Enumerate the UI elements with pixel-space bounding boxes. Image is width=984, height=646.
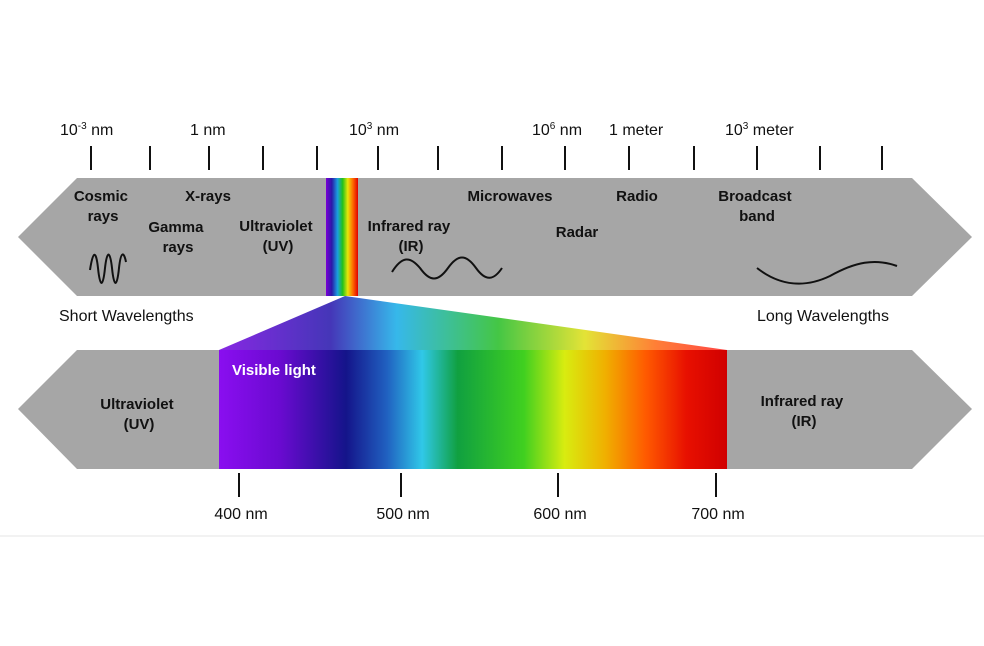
scale-label-1e6-nm: 106 nm [532, 121, 582, 139]
top-scale-labels: 10-3 nm 1 nm 103 nm 106 nm 1 meter 103 m… [60, 121, 794, 139]
visible-strip [326, 178, 358, 296]
long-wavelengths-label: Long Wavelengths [757, 308, 889, 325]
scale-label-500-nm: 500 nm [376, 506, 429, 523]
visible-light-band [219, 350, 727, 469]
scale-label-600-nm: 600 nm [533, 506, 586, 523]
short-wavelengths-label: Short Wavelengths [59, 308, 194, 325]
scale-label-400-nm: 400 nm [214, 506, 267, 523]
region-ultraviolet: Ultraviolet (UV) [239, 218, 317, 255]
scale-label-1e3-nm: 103 nm [349, 121, 399, 139]
region-broadcast-band: Broadcast band [718, 188, 796, 225]
region-infrared: Infrared ray (IR) [368, 218, 455, 255]
scale-label-1-nm: 1 nm [190, 122, 226, 139]
top-spectrum-band [18, 178, 972, 296]
region-cosmic-rays: Cosmic rays [74, 188, 132, 225]
scale-label-700-nm: 700 nm [691, 506, 744, 523]
top-band-labels: Cosmic rays X-rays Gamma rays Ultraviole… [74, 188, 796, 256]
region-radar: Radar [556, 224, 599, 241]
scale-label-1e3-meter: 103 meter [725, 121, 794, 139]
region-x-rays: X-rays [185, 188, 231, 205]
region-radio: Radio [616, 188, 658, 205]
bottom-scale-ticks [238, 473, 717, 497]
visible-light-label: Visible light [232, 362, 316, 379]
medium-wave-icon [391, 256, 503, 280]
bottom-infrared-label: Infrared ray (IR) [761, 393, 848, 430]
scale-label-1e-3-nm: 10-3 nm [60, 121, 113, 139]
region-microwaves: Microwaves [467, 188, 552, 205]
scale-label-1-meter: 1 meter [609, 122, 664, 139]
bottom-scale-labels: 400 nm 500 nm 600 nm 700 nm [214, 506, 744, 523]
top-scale-ticks [90, 146, 883, 170]
region-gamma-rays: Gamma rays [148, 219, 207, 256]
short-wave-icon [89, 253, 127, 284]
long-wave-icon [756, 260, 898, 285]
visible-projection-fan [219, 296, 727, 350]
bottom-ultraviolet-label: Ultraviolet (UV) [100, 396, 178, 433]
